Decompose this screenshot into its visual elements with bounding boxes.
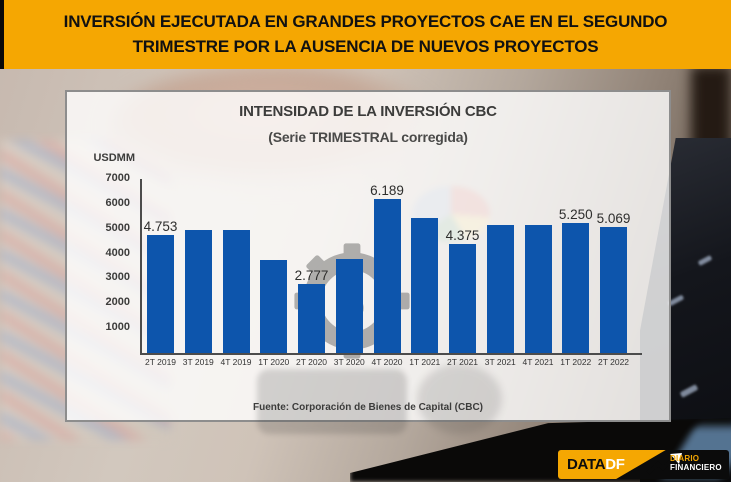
x-axis-labels: 2T 2019 3T 2019 4T 2019 1T 2020 2T 2020 3T 20… [142, 357, 642, 367]
x-axis-label: 2T 2019 [144, 357, 177, 367]
tablet-key [679, 384, 699, 398]
x-axis-label: 4T 2019 [220, 357, 252, 367]
bar [411, 217, 439, 353]
bar-slot [184, 229, 212, 353]
chart-title: INTENSIDAD DE LA INVERSIÓN CBC [239, 103, 497, 120]
bar-value-label: 6.189 [370, 183, 404, 199]
x-axis-label: 4T 2021 [522, 357, 554, 367]
y-axis-unit-label: USDMM [93, 152, 135, 164]
x-axis-label: 1T 2021 [409, 357, 441, 367]
headline-line-2: TRIMESTRE POR LA AUSENCIA DE NUEVOS PROY… [132, 36, 599, 56]
bar-slot [524, 224, 552, 353]
x-axis-label: 1T 2022 [560, 357, 592, 367]
bar-value-label: 2.777 [294, 267, 329, 283]
tablet-key [697, 255, 713, 266]
y-tick-label: 3000 [105, 271, 130, 284]
datadf-logo: DATA DF DIARIO FINANCIERO [558, 450, 729, 479]
trend-arrow-icon [646, 453, 682, 475]
bar-slot: 4.753 [144, 219, 177, 353]
bar [373, 199, 401, 353]
bar [260, 259, 288, 353]
bar [222, 230, 250, 353]
bar-series: 4.753 2.777 6.189 4.375 5.250 5.069 [142, 179, 642, 353]
bar-value-label: 5.069 [596, 211, 631, 226]
bar-slot [335, 259, 363, 353]
logo-df-label: DF [605, 456, 625, 473]
y-tick-label: 6000 [105, 196, 130, 209]
y-axis-ticks: 7000 6000 5000 4000 3000 2000 1000 [94, 173, 136, 353]
x-axis-label: 2T 2020 [295, 357, 328, 367]
chart-subtitle: (Serie TRIMESTRAL corregida) [268, 129, 468, 145]
bar-slot [411, 217, 439, 353]
y-tick-label: 4000 [105, 246, 130, 259]
bar [524, 224, 552, 353]
y-tick-label: 5000 [105, 221, 130, 234]
logo-brand-name: DIARIO FINANCIERO [670, 454, 722, 472]
bar [486, 225, 514, 353]
bar-slot [486, 225, 514, 353]
bar [147, 234, 174, 353]
bar-slot: 5.250 [559, 207, 593, 353]
bar-slot: 5.069 [597, 211, 630, 353]
bar [449, 244, 476, 353]
x-axis-label: 3T 2019 [182, 357, 214, 367]
bar-slot: 2.777 [295, 268, 328, 353]
bar-slot: 4.375 [446, 228, 479, 353]
logo-diario-label: DIARIO [670, 454, 700, 463]
x-axis-label: 3T 2021 [484, 357, 516, 367]
x-axis-label: 1T 2020 [258, 357, 290, 367]
bar-value-label: 5.250 [558, 206, 593, 222]
bar [600, 227, 627, 353]
y-tick-label: 2000 [105, 296, 130, 309]
bar-value-label: 4.753 [143, 218, 178, 234]
x-axis-label: 4T 2020 [371, 357, 403, 367]
bar-slot [222, 230, 250, 353]
x-axis-label: 2T 2022 [597, 357, 630, 367]
bar-slot [260, 259, 288, 353]
bar [335, 259, 363, 353]
chart-panel: INTENSIDAD DE LA INVERSIÓN CBC (Serie TR… [65, 90, 671, 434]
logo-wordmark: DATA DF [567, 450, 625, 479]
source-caption: Fuente: Corporación de Bienes de Capital… [252, 402, 484, 413]
headline-banner: INVERSIÓN EJECUTADA EN GRANDES PROYECTOS… [0, 0, 731, 69]
coins-watermark [257, 369, 407, 434]
y-tick-label: 1000 [105, 321, 130, 334]
bar-slot: 6.189 [370, 183, 404, 353]
logo-financiero-label: FINANCIERO [670, 463, 722, 473]
y-tick-label: 7000 [105, 172, 130, 184]
logo-data-label: DATA [567, 456, 606, 473]
x-axis-label: 3T 2020 [333, 357, 365, 367]
banner-left-edge [0, 0, 4, 69]
bar [184, 229, 212, 353]
coin-watermark [417, 364, 502, 434]
bar [298, 283, 325, 353]
bar [562, 222, 590, 353]
bar-value-label: 4.375 [445, 228, 480, 244]
headline-line-1: INVERSIÓN EJECUTADA EN GRANDES PROYECTOS… [63, 11, 668, 31]
x-axis-label: 2T 2021 [446, 357, 479, 367]
